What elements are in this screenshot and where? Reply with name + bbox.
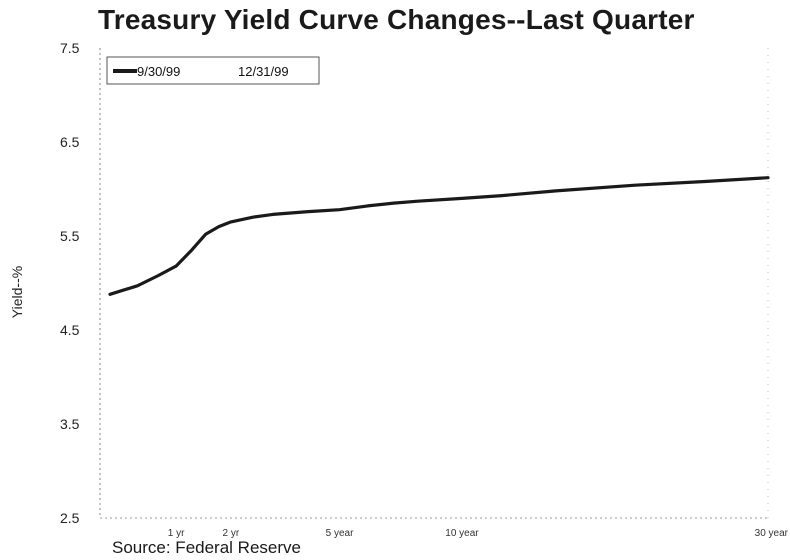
plot-frame (99, 48, 769, 519)
series-line-0 (108, 176, 770, 296)
y-tick-labels: 7.5 6.5 5.5 4.5 3.5 2.5 (60, 40, 80, 526)
series-group (108, 176, 770, 296)
x-tick-label: 2 yr (223, 528, 240, 539)
y-tick-label: 5.5 (60, 228, 80, 244)
y-tick-label: 2.5 (60, 510, 80, 526)
legend-label-1: 12/31/99 (238, 64, 289, 79)
x-tick-label: 10 year (445, 528, 479, 539)
x-tick-label: 5 year (326, 528, 354, 539)
x-tick-labels: 1 yr 2 yr 5 year 10 year 30 year (168, 528, 789, 539)
y-tick-label: 7.5 (60, 40, 80, 56)
legend: 9/30/99 12/31/99 (106, 56, 320, 85)
x-tick-label: 1 yr (168, 528, 185, 539)
y-tick-label: 3.5 (60, 416, 80, 432)
y-axis-label: Yield--% (9, 266, 25, 318)
legend-label-0: 9/30/99 (137, 64, 180, 79)
source-note: Source: Federal Reserve (112, 538, 301, 557)
y-tick-label: 6.5 (60, 134, 80, 150)
y-tick-label: 4.5 (60, 322, 80, 338)
x-tick-label: 30 year (755, 528, 789, 539)
legend-box (106, 56, 320, 85)
chart-title: Treasury Yield Curve Changes--Last Quart… (98, 4, 695, 35)
